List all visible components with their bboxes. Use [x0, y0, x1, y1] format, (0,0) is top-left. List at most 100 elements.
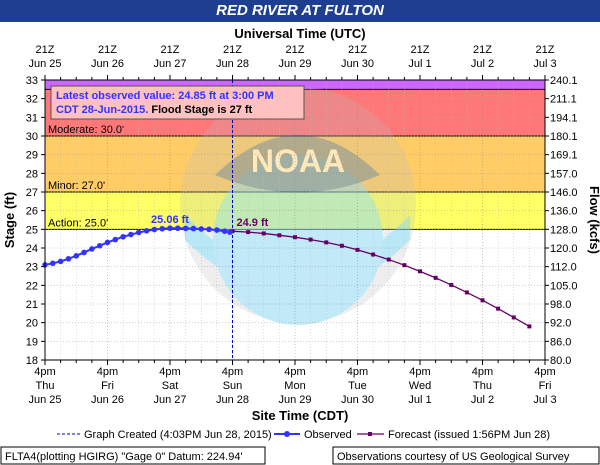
footer: FLTA4(plotting HGIRG) "Gage 0" Datum: 22…: [0, 446, 600, 465]
flow-tick-label: 157.0: [550, 168, 578, 180]
flow-tick-label: 146.0: [550, 187, 578, 199]
observed-point: [159, 225, 165, 232]
local-tick-day: Mon: [284, 380, 305, 392]
stage-tick-label: 22: [26, 280, 38, 292]
latest-value-box: Latest observed value: 24.85 ft at 3:00 …: [50, 85, 305, 120]
local-tick-date: Jun 26: [91, 394, 124, 406]
forecast-point: [511, 315, 516, 320]
stage-tick-label: 18: [26, 355, 38, 367]
local-tick-date: Jul 2: [471, 394, 494, 406]
info-line-1: Latest observed value: 24.85 ft at 3:00 …: [56, 90, 274, 102]
flow-tick-label: 169.1: [550, 150, 578, 162]
utc-tick-date: Jun 25: [28, 58, 61, 70]
forecast-point: [449, 282, 454, 287]
forecast-point: [355, 247, 360, 252]
forecast-point: [464, 290, 469, 295]
observed-point: [104, 239, 111, 246]
legend-forecast-marker: [368, 432, 372, 436]
forecast-start-label: 24.9 ft: [237, 217, 269, 229]
observed-point: [182, 225, 189, 232]
flow-tick-label: 120.0: [550, 243, 578, 255]
observed-point: [112, 236, 119, 243]
flow-tick-label: 92.0: [550, 318, 571, 330]
utc-tick-date: Jul 1: [408, 58, 431, 70]
local-tick-time: 4pm: [472, 366, 493, 378]
observed-point: [73, 253, 80, 259]
local-tick-day: Fri: [539, 380, 552, 392]
stage-tick-label: 29: [26, 150, 38, 162]
forecast-point: [386, 257, 391, 262]
forecast-point: [480, 298, 485, 303]
observed-point: [81, 249, 87, 256]
local-tick-day: Sun: [223, 380, 243, 392]
local-tick-time: 4pm: [534, 366, 555, 378]
stage-tick-label: 19: [26, 336, 38, 348]
legend-observed-label: Observed: [304, 429, 352, 441]
forecast-point: [371, 252, 376, 257]
band-label-moderate: Moderate: 30.0': [48, 124, 124, 136]
local-tick-time: 4pm: [347, 366, 368, 378]
utc-tick-time: 21Z: [411, 44, 430, 56]
utc-tick-date: Jul 3: [533, 58, 556, 70]
band-label-minor: Minor: 27.0': [48, 180, 105, 192]
stage-tick-label: 24: [26, 243, 38, 255]
stage-tick-label: 26: [26, 206, 38, 218]
forecast-point: [418, 269, 422, 274]
local-tick-day: Fri: [101, 380, 114, 392]
flow-tick-label: 128.0: [550, 224, 578, 236]
local-tick-time: 4pm: [222, 366, 243, 378]
forecast-point: [402, 263, 407, 268]
forecast-series: [230, 229, 532, 329]
local-tick-day: Thu: [36, 380, 55, 392]
observed-point: [120, 234, 126, 240]
local-tick-time: 4pm: [159, 366, 180, 378]
local-tick-date: Jun 30: [341, 394, 374, 406]
stage-tick-label: 32: [26, 94, 38, 106]
observed-point: [151, 226, 158, 233]
stage-tick-label: 31: [26, 112, 38, 124]
observed-point: [57, 258, 64, 265]
right-axis-title: Flow (kcfs): [587, 186, 600, 254]
flow-tick-label: 180.1: [550, 131, 578, 143]
observed-point: [227, 229, 233, 235]
forecast-point: [293, 235, 297, 240]
local-tick-day: Wed: [409, 380, 431, 392]
local-tick-date: Jul 3: [533, 394, 556, 406]
local-tick-time: 4pm: [97, 366, 118, 378]
flow-tick-label: 105.0: [550, 280, 578, 292]
flow-tick-label: 98.0: [550, 299, 571, 311]
local-tick-day: Sat: [162, 380, 179, 392]
forecast-point: [324, 240, 329, 245]
stage-tick-label: 28: [26, 168, 38, 180]
forecast-point: [433, 275, 438, 280]
utc-tick-time: 21Z: [36, 44, 55, 56]
observed-point: [143, 228, 150, 234]
observed-point: [175, 225, 181, 232]
footer-left-box: [0, 446, 266, 465]
footer-right-text: Observations courtesy of US Geological S…: [337, 451, 570, 463]
local-tick-date: Jun 29: [278, 394, 311, 406]
utc-tick-date: Jun 28: [216, 58, 249, 70]
stage-tick-label: 33: [26, 75, 38, 87]
hydrograph-chart: Action: 25.0' Minor: 27.0' Moderate: 30.0'…: [0, 26, 600, 465]
observed-point: [50, 260, 56, 267]
observed-point: [198, 226, 205, 232]
utc-tick-time: 21Z: [536, 44, 555, 56]
flow-tick-label: 136.0: [550, 206, 578, 218]
info-line-2b: Flood Stage is 27 ft: [148, 104, 252, 116]
utc-tick-time: 21Z: [223, 44, 242, 56]
band-major: [45, 80, 545, 90]
stage-tick-label: 20: [26, 318, 38, 330]
observed-point: [214, 227, 220, 233]
local-tick-time: 4pm: [34, 366, 55, 378]
utc-tick-date: Jun 29: [278, 58, 311, 70]
observed-point: [221, 228, 228, 234]
stage-tick-label: 23: [26, 262, 38, 274]
local-tick-day: Thu: [473, 380, 492, 392]
observed-point: [128, 231, 134, 238]
chart-title: RED RIVER AT FULTON: [0, 0, 600, 22]
forecast-point: [339, 243, 344, 248]
observed-point: [135, 229, 142, 236]
local-tick-date: Jun 27: [153, 394, 186, 406]
utc-tick-date: Jun 30: [341, 58, 374, 70]
